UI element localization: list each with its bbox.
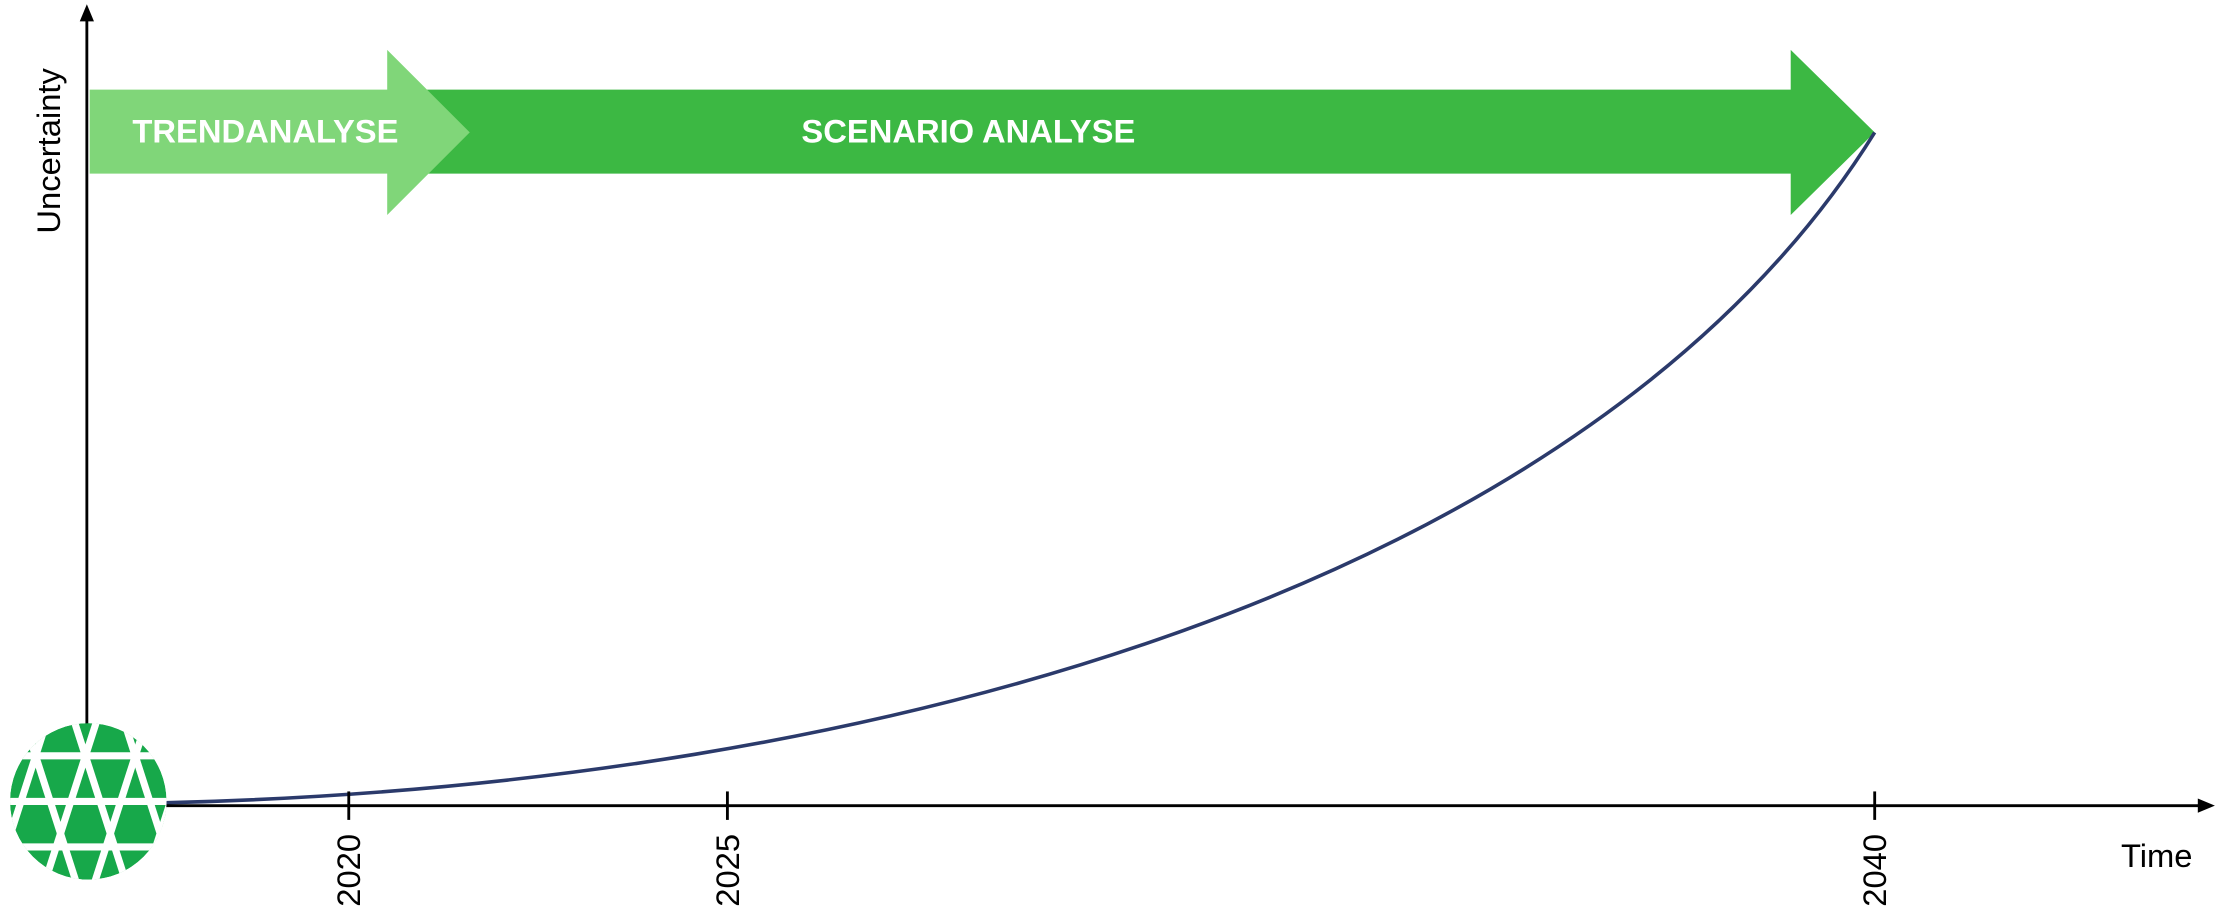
y-axis-label: Uncertainty	[30, 68, 67, 234]
x-axis-arrowhead	[2197, 798, 2215, 813]
x-axis-label: Time	[2121, 837, 2193, 874]
logo	[9, 723, 167, 880]
x-tick-label: 2040	[1856, 834, 1893, 907]
scenario-label: SCENARIO ANALYSE	[801, 112, 1135, 149]
y-axis-arrowhead	[79, 4, 94, 22]
x-tick-label: 2025	[709, 834, 746, 907]
trend-label: TRENDANALYSE	[132, 112, 398, 149]
x-tick-label: 2020	[330, 834, 367, 907]
uncertainty-curve	[163, 131, 1877, 805]
trend-arrow	[89, 49, 470, 215]
scenario-arrow	[427, 49, 1875, 215]
